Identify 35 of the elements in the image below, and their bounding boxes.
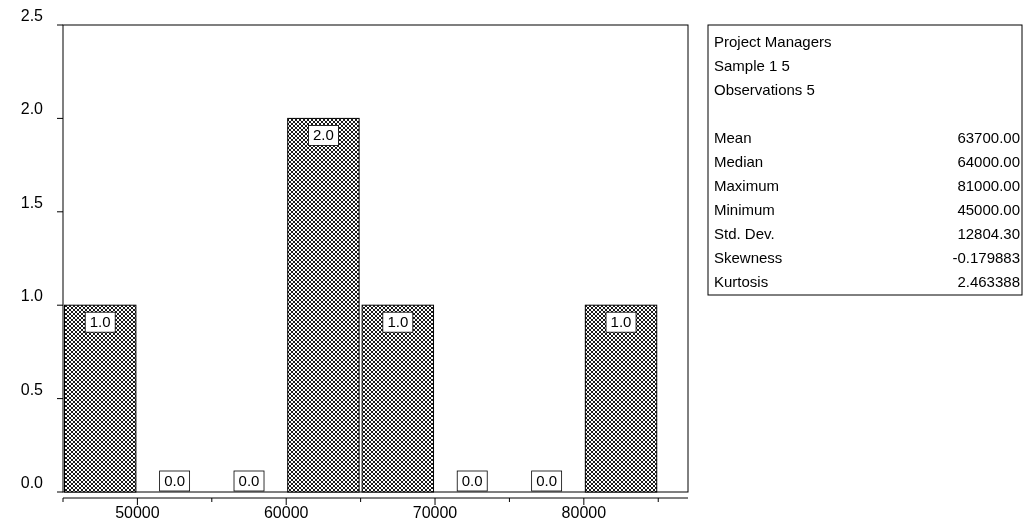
text: Kurtosis — [714, 273, 769, 290]
data-label: 1.0 — [89, 313, 111, 331]
y-tick-label: 0.5 — [20, 380, 44, 398]
text: 64000.00 — [957, 153, 1020, 170]
text: Mean — [714, 129, 752, 146]
text: -0.179883 — [952, 249, 1020, 266]
y-tick-label: 2.0 — [20, 100, 44, 118]
y-tick-label: 1.0 — [20, 287, 44, 305]
x-tick-label: 60000 — [263, 504, 309, 521]
text: Minimum — [714, 201, 775, 218]
text: 45000.00 — [957, 201, 1020, 218]
y-tick-label: 0.0 — [20, 474, 44, 491]
data-label: 0.0 — [164, 472, 186, 489]
text: 12804.30 — [957, 225, 1020, 242]
data-label: 0.0 — [238, 472, 260, 489]
data-label: 0.0 — [536, 472, 558, 489]
text: Sample 1 5 — [714, 57, 790, 74]
text: Observations 5 — [714, 81, 815, 98]
text: 63700.00 — [957, 129, 1020, 146]
text: Skewness — [714, 249, 783, 266]
text: Median — [714, 153, 764, 170]
text: Maximum — [714, 177, 780, 194]
data-label: 1.0 — [387, 313, 409, 331]
x-tick-label: 50000 — [115, 504, 160, 521]
y-tick-label: 1.5 — [20, 193, 44, 211]
data-label: 1.0 — [610, 313, 632, 331]
y-tick-label: 2.5 — [20, 7, 44, 24]
text: Project Managers — [714, 33, 832, 50]
data-label: 0.0 — [461, 472, 483, 489]
text: 81000.00 — [957, 177, 1020, 194]
text: Std. Dev. — [714, 225, 775, 242]
x-tick-label: 70000 — [412, 504, 458, 521]
text: 2.463388 — [957, 273, 1020, 290]
data-label: 2.0 — [312, 126, 334, 144]
x-tick-label: 80000 — [561, 504, 607, 521]
